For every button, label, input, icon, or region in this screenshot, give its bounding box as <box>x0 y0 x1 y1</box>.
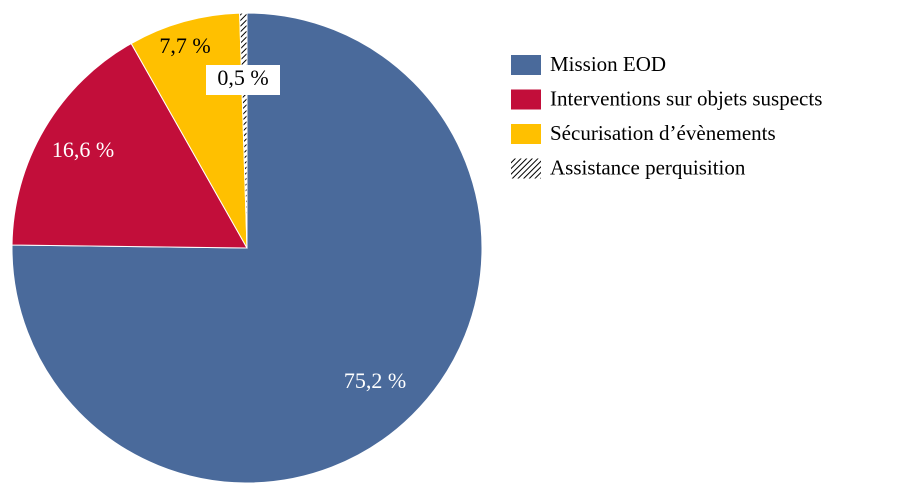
pie-slice <box>11 42 248 249</box>
legend-swatch <box>511 158 541 179</box>
data-label: 0,5 % <box>217 65 268 90</box>
data-label: 75,2 % <box>344 368 406 393</box>
legend-label: Assistance perquisition <box>550 155 746 179</box>
legend-label: Interventions sur objets suspects <box>550 86 822 110</box>
legend-swatch <box>511 55 541 75</box>
legend-label: Sécurisation d’évènements <box>550 121 776 145</box>
legend-swatch <box>511 89 541 110</box>
label-box <box>206 65 280 95</box>
data-label: 16,6 % <box>52 137 114 162</box>
data-label: 7,7 % <box>159 33 210 58</box>
legend-label: Mission EOD <box>550 52 666 76</box>
legend-swatch <box>511 124 541 144</box>
